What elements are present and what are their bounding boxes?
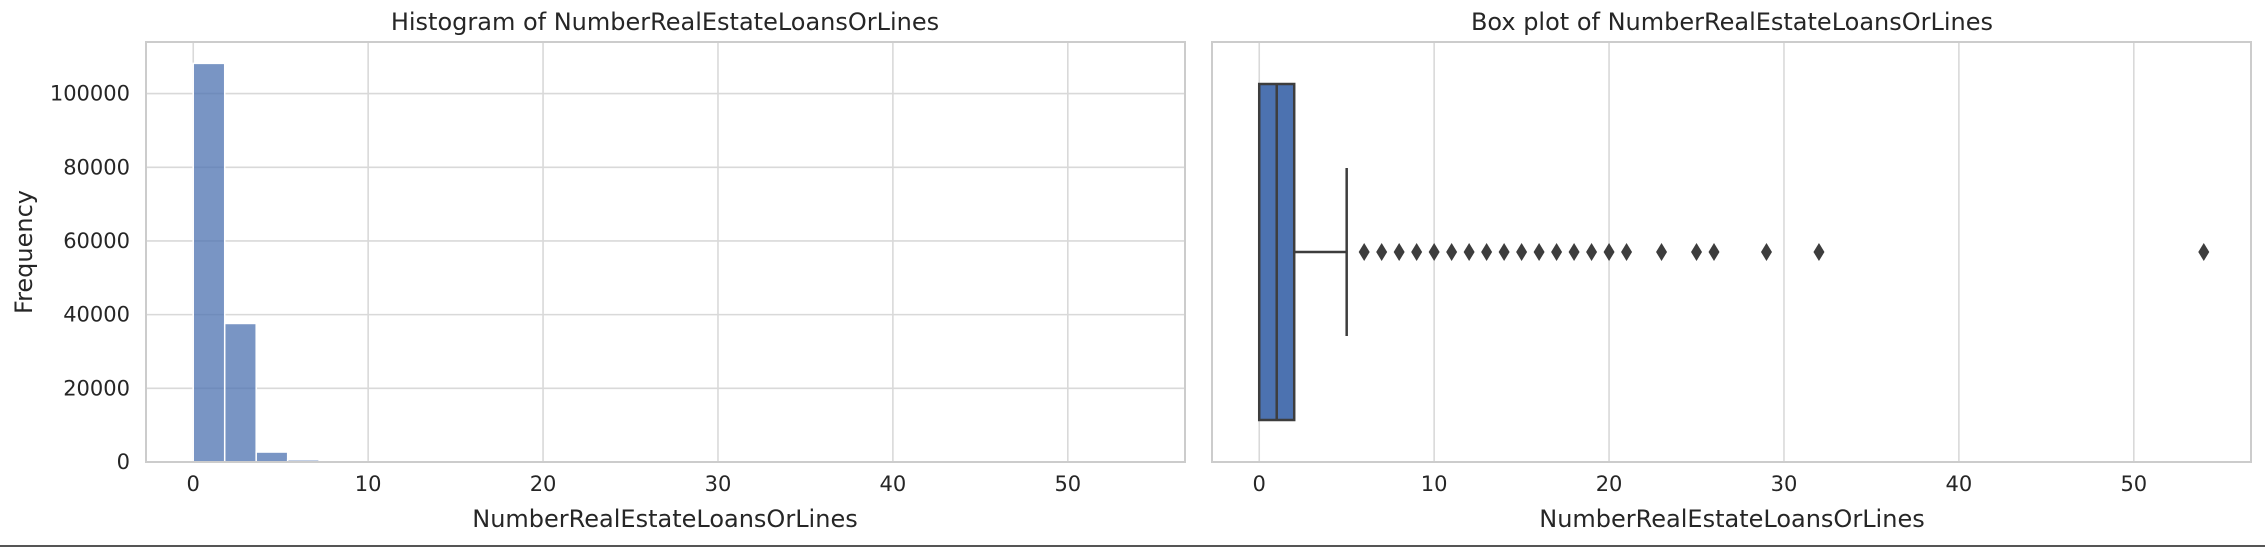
histogram-y-label: Frequency [10,190,38,314]
boxplot-x-ticks: 0 10 20 30 40 50 [1253,472,2148,496]
boxplot-outlier-point [1533,243,1545,261]
histogram-y-tick-label: 60000 [63,229,130,253]
histogram-y-tick-label: 20000 [63,376,130,400]
boxplot-x-tick-label: 50 [2120,472,2147,496]
boxplot-outliers [1358,243,2210,261]
boxplot-x-tick-label: 10 [1421,472,1448,496]
boxplot-body [1257,82,1348,422]
histogram-frame [145,41,1186,463]
histogram-bars [192,62,1139,463]
histogram-y-tick-label: 80000 [63,155,130,179]
boxplot-outlier-point [1760,243,1772,261]
histogram-x-tick-label: 40 [880,472,907,496]
boxplot-outlier-point [2198,243,2210,261]
boxplot-outlier-point [1516,243,1528,261]
histogram-x-tick-label: 0 [187,472,200,496]
histogram-x-ticks: 0 10 20 30 40 50 [187,472,1082,496]
boxplot-outlier-point [1376,243,1388,261]
boxplot-x-label: NumberRealEstateLoansOrLines [1539,505,1924,533]
boxplot-x-tick-label: 40 [1946,472,1973,496]
histogram-x-tick-label: 20 [530,472,557,496]
boxplot-outlier-point [1498,243,1510,261]
histogram-x-tick-label: 30 [705,472,732,496]
histogram-bar [255,451,289,463]
histogram-panel: Histogram of NumberRealEstateLoansOrLine… [10,8,1186,533]
histogram-y-ticks: 0 20000 40000 60000 80000 100000 [50,82,130,474]
boxplot-outlier-point [1411,243,1423,261]
boxplot-panel: Box plot of NumberRealEstateLoansOrLines… [1211,8,2252,533]
histogram-x-label: NumberRealEstateLoansOrLines [472,505,857,533]
histogram-title: Histogram of NumberRealEstateLoansOrLine… [391,8,939,36]
histogram-y-tick-label: 0 [117,450,130,474]
boxplot-outlier-point [1551,243,1563,261]
boxplot-title: Box plot of NumberRealEstateLoansOrLines [1471,8,1993,36]
boxplot-outlier-point [1586,243,1598,261]
boxplot-outlier-point [1691,243,1703,261]
boxplot-x-tick-label: 0 [1253,472,1266,496]
histogram-bar [223,322,257,463]
boxplot-outlier-point [1446,243,1458,261]
boxplot-outlier-point [1603,243,1615,261]
boxplot-outlier-point [1621,243,1633,261]
boxplot-x-tick-label: 30 [1771,472,1798,496]
histogram-y-tick-label: 40000 [63,303,130,327]
boxplot-frame [1211,41,2252,463]
boxplot-outlier-point [1463,243,1475,261]
histogram-grid [146,42,1185,463]
boxplot-outlier-point [1358,243,1370,261]
boxplot-x-tick-label: 20 [1596,472,1623,496]
boxplot-outlier-point [1481,243,1493,261]
boxplot-outlier-point [1656,243,1668,261]
histogram-x-tick-label: 50 [1054,472,1081,496]
histogram-y-tick-label: 100000 [50,82,130,106]
histogram-x-tick-label: 10 [355,472,382,496]
boxplot-outlier-point [1393,243,1405,261]
histogram-bar [192,62,226,463]
boxplot-outlier-point [1568,243,1580,261]
boxplot-outlier-point [1708,243,1720,261]
boxplot-outlier-point [1813,243,1825,261]
boxplot-outlier-point [1428,243,1440,261]
